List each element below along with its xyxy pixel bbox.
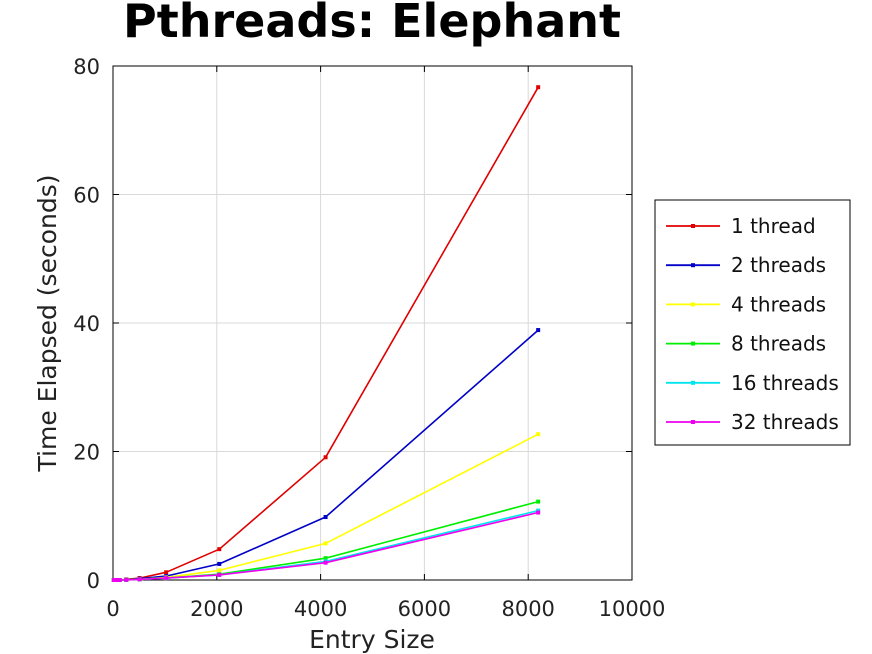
- data-point: [137, 577, 142, 582]
- data-point: [323, 515, 328, 520]
- legend-marker: [691, 263, 695, 268]
- legend-label: 16 threads: [731, 371, 839, 395]
- data-point: [164, 576, 169, 581]
- data-point: [217, 561, 222, 566]
- series-4: [111, 499, 541, 582]
- series-line: [113, 511, 539, 581]
- data-point: [323, 556, 328, 561]
- series-line: [113, 86, 539, 581]
- x-axis-label: Entry Size: [309, 625, 435, 654]
- y-tick-label: 20: [73, 441, 100, 465]
- chart-title: Pthreads: Elephant: [123, 0, 621, 48]
- series-1: [111, 85, 541, 582]
- x-tick-label: 0: [106, 597, 119, 621]
- legend: 1 thread 2 threads 4 threads 8 threads 16 th…: [654, 199, 851, 446]
- y-tick-label: 60: [73, 184, 100, 208]
- grid: [113, 66, 632, 580]
- data-point: [536, 510, 541, 515]
- data-point: [536, 328, 541, 333]
- data-point: [536, 499, 541, 504]
- legend-marker: [691, 224, 695, 228]
- legend-item: 1 thread: [666, 214, 816, 238]
- legend-item: 32 threads: [666, 410, 839, 434]
- legend-label: 8 threads: [731, 332, 826, 356]
- legend-item: 2 threads: [666, 253, 826, 277]
- y-tick-label: 80: [73, 55, 100, 79]
- series-line: [113, 500, 539, 581]
- legend-marker: [691, 380, 695, 385]
- y-tick-label: 40: [73, 312, 100, 336]
- legend-item: 16 threads: [666, 371, 839, 395]
- x-tick-label: 6000: [398, 597, 451, 621]
- data-point: [323, 541, 328, 546]
- y-axis-label: Time Elapsed (seconds): [33, 175, 62, 473]
- legend-item: 4 threads: [666, 292, 826, 316]
- x-tick-label: 10000: [599, 597, 666, 621]
- legend-box: [654, 199, 851, 446]
- data-point: [114, 578, 119, 582]
- legend-item: 8 threads: [666, 332, 826, 356]
- data-point: [117, 578, 122, 582]
- legend-marker: [691, 341, 695, 346]
- legend-marker: [691, 420, 695, 424]
- y-tick-label: 0: [87, 569, 100, 593]
- x-tick-label: 2000: [190, 597, 243, 621]
- data-point: [536, 85, 541, 90]
- legend-marker: [691, 302, 695, 307]
- legend-label: 4 threads: [731, 292, 826, 316]
- data-point: [124, 577, 129, 582]
- data-point: [323, 455, 328, 460]
- x-tick-label: 4000: [294, 597, 347, 621]
- x-tick-label: 8000: [501, 597, 554, 621]
- axis-ticks: 0 2000 4000 6000 8000 10000 0 20 40 60 80: [73, 55, 665, 621]
- data-point: [536, 432, 541, 437]
- legend-label: 1 thread: [731, 214, 816, 238]
- data-point: [217, 547, 222, 552]
- legend-label: 32 threads: [731, 410, 839, 434]
- data-point: [217, 568, 222, 573]
- data-point: [164, 570, 169, 575]
- series-lines: [111, 85, 541, 582]
- legend-label: 2 threads: [731, 253, 826, 277]
- data-point: [217, 572, 222, 577]
- series-6: [111, 510, 541, 582]
- data-point: [323, 560, 328, 565]
